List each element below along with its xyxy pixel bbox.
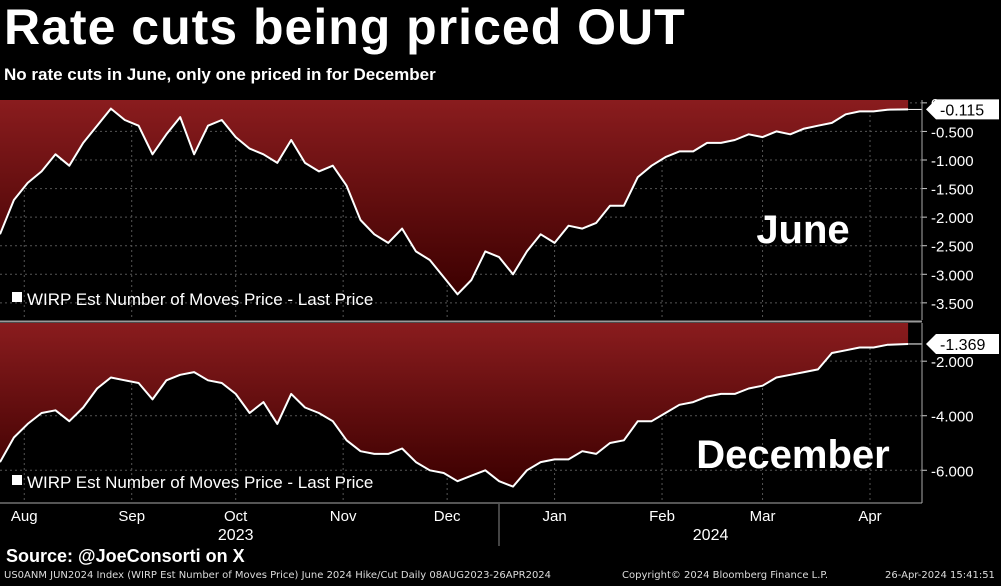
legend-label-june: WIRP Est Number of Moves Price - Last Pr… (27, 290, 373, 309)
legend-label-december: WIRP Est Number of Moves Price - Last Pr… (27, 473, 373, 492)
area-fill-december (0, 323, 909, 487)
x-tick-label: Nov (330, 508, 357, 525)
y-tick-label-june: -3.000 (931, 267, 974, 284)
y-tick-label-june: -2.000 (931, 210, 974, 227)
legend-swatch-december (12, 475, 22, 485)
chart-subtitle: No rate cuts in June, only one priced in… (4, 65, 436, 84)
y-tick-label-june: -0.500 (931, 124, 974, 141)
y-tick-label-june: -3.500 (931, 296, 974, 313)
x-tick-label: Apr (858, 508, 881, 525)
last-value-label-june: -0.115 (940, 102, 984, 119)
footer-copyright: Copyright© 2024 Bloomberg Finance L.P. (622, 570, 829, 581)
last-value-label-december: -1.369 (940, 337, 985, 354)
y-tick-label-june: -2.500 (931, 239, 974, 256)
series-line-december (0, 343, 909, 488)
x-tick-label: Dec (434, 508, 461, 525)
source-note: Source: @JoeConsorti on X (6, 546, 245, 566)
panel-label-june: June (756, 208, 849, 252)
y-tick-label-june: -1.500 (931, 182, 974, 199)
panel-label-december: December (696, 433, 889, 477)
chart-title: Rate cuts being priced OUT (4, 0, 686, 55)
x-tick-label: Feb (649, 508, 675, 525)
x-tick-label: Mar (750, 508, 776, 525)
y-tick-label-december: -2.000 (931, 354, 974, 371)
y-tick-label-june: -1.000 (931, 153, 974, 170)
y-tick-label-december: -6.000 (931, 463, 974, 480)
x-year-label: 2023 (218, 527, 254, 544)
y-tick-label-december: -4.000 (931, 409, 974, 426)
x-tick-label: Jan (542, 508, 566, 525)
legend-swatch-june (12, 292, 22, 302)
x-tick-label: Sep (118, 508, 145, 525)
x-tick-label: Aug (11, 508, 38, 525)
footer-index-info: US0ANM JUN2024 Index (WIRP Est Number of… (4, 570, 552, 581)
footer-timestamp: 26-Apr-2024 15:41:51 (885, 570, 995, 581)
x-tick-label: Oct (224, 508, 248, 525)
area-fill-june (0, 100, 909, 295)
series-line-june (0, 107, 909, 296)
last-value-tag-june (926, 99, 999, 120)
last-value-tag-december (926, 333, 999, 354)
x-year-label: 2024 (693, 527, 729, 544)
